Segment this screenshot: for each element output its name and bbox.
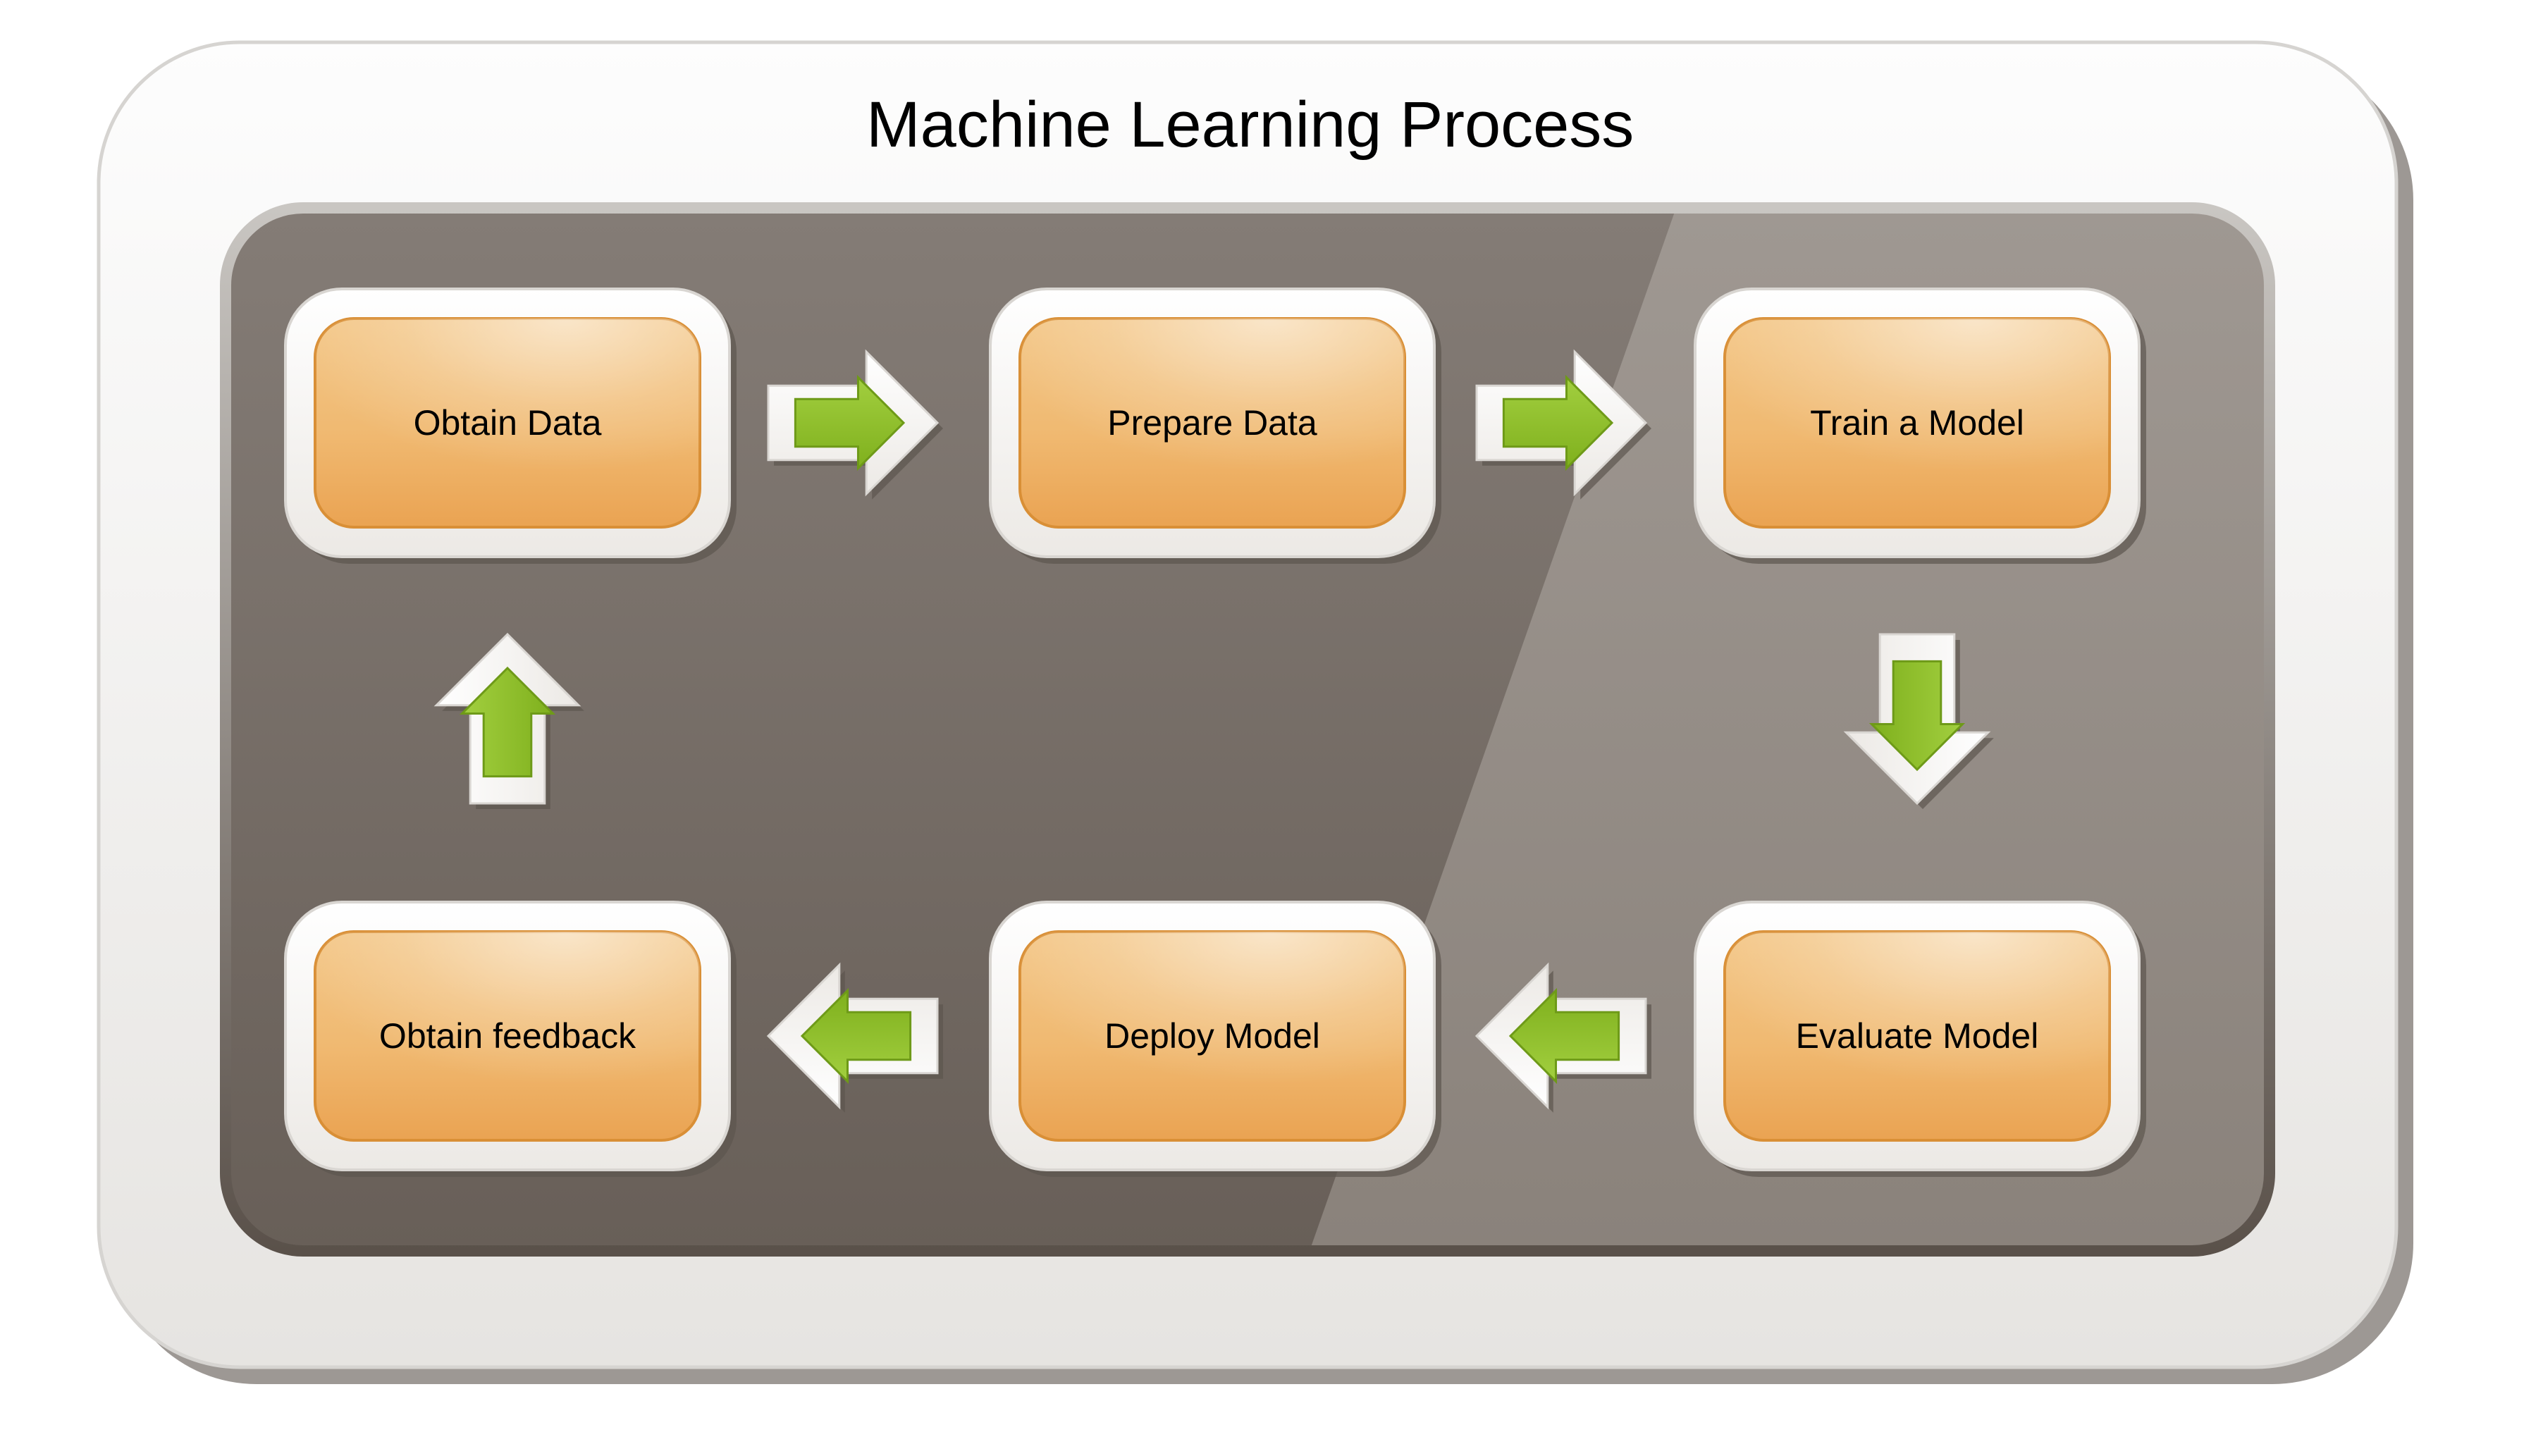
node-label-evaluate-model: Evaluate Model <box>1796 1016 2039 1056</box>
node-label-obtain-data: Obtain Data <box>414 402 602 443</box>
node-label-obtain-feedback: Obtain feedback <box>379 1016 636 1056</box>
node-label-prepare-data: Prepare Data <box>1107 402 1317 443</box>
node-label-deploy-model: Deploy Model <box>1104 1016 1320 1056</box>
node-label-train-model: Train a Model <box>1810 402 2024 443</box>
diagram-title: Machine Learning Process <box>866 88 1634 162</box>
ml-process-diagram: Machine Learning Process Obtain Data Prep… <box>0 0 2543 1456</box>
diagram-svg <box>0 0 2543 1456</box>
